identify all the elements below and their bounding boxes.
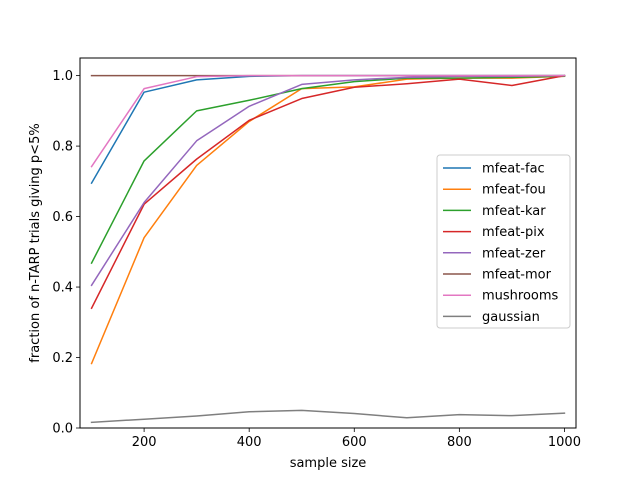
series-line-mushrooms xyxy=(90,74,566,168)
x-axis: 200 400 600 800 1000 xyxy=(132,428,581,450)
y-tick-label: 0.0 xyxy=(52,422,73,437)
series-line-mfeat-kar xyxy=(90,75,566,265)
y-axis: 0.0 0.2 0.4 0.6 0.8 1.0 xyxy=(52,69,80,437)
y-tick-label: 0.4 xyxy=(52,281,73,296)
series-line-gaussian xyxy=(90,409,566,424)
legend-label-mfeat-zer: mfeat-zer xyxy=(482,246,546,261)
x-tick-label: 400 xyxy=(237,435,262,450)
legend-label-mfeat-fou: mfeat-fou xyxy=(482,183,546,198)
x-tick-label: 600 xyxy=(342,435,367,450)
legend-label-mfeat-kar: mfeat-kar xyxy=(482,204,546,219)
y-tick-label: 0.8 xyxy=(52,140,73,155)
legend-label-gaussian: gaussian xyxy=(482,310,540,325)
y-tick-label: 1.0 xyxy=(52,69,73,84)
y-tick-label: 0.2 xyxy=(52,351,73,366)
y-axis-label: fraction of n-TARP trials giving p<5% xyxy=(28,123,43,362)
y-tick-label: 0.6 xyxy=(52,210,73,225)
x-tick-label: 800 xyxy=(447,435,472,450)
x-tick-label: 1000 xyxy=(548,435,581,450)
legend-label-mfeat-pix: mfeat-pix xyxy=(482,225,545,240)
legend-label-mushrooms: mushrooms xyxy=(482,289,559,304)
legend-box xyxy=(436,154,571,329)
x-axis-label: sample size xyxy=(290,456,367,471)
legend-label-mfeat-fac: mfeat-fac xyxy=(482,162,545,177)
series-line-mfeat-pix xyxy=(90,74,566,310)
legend: mfeat-fac mfeat-fou mfeat-kar mfeat-pix mfea… xyxy=(436,154,571,329)
plot-lines xyxy=(90,74,566,424)
x-tick-label: 200 xyxy=(132,435,157,450)
legend-label-mfeat-mor: mfeat-mor xyxy=(482,268,552,283)
plot-frame xyxy=(79,57,577,429)
